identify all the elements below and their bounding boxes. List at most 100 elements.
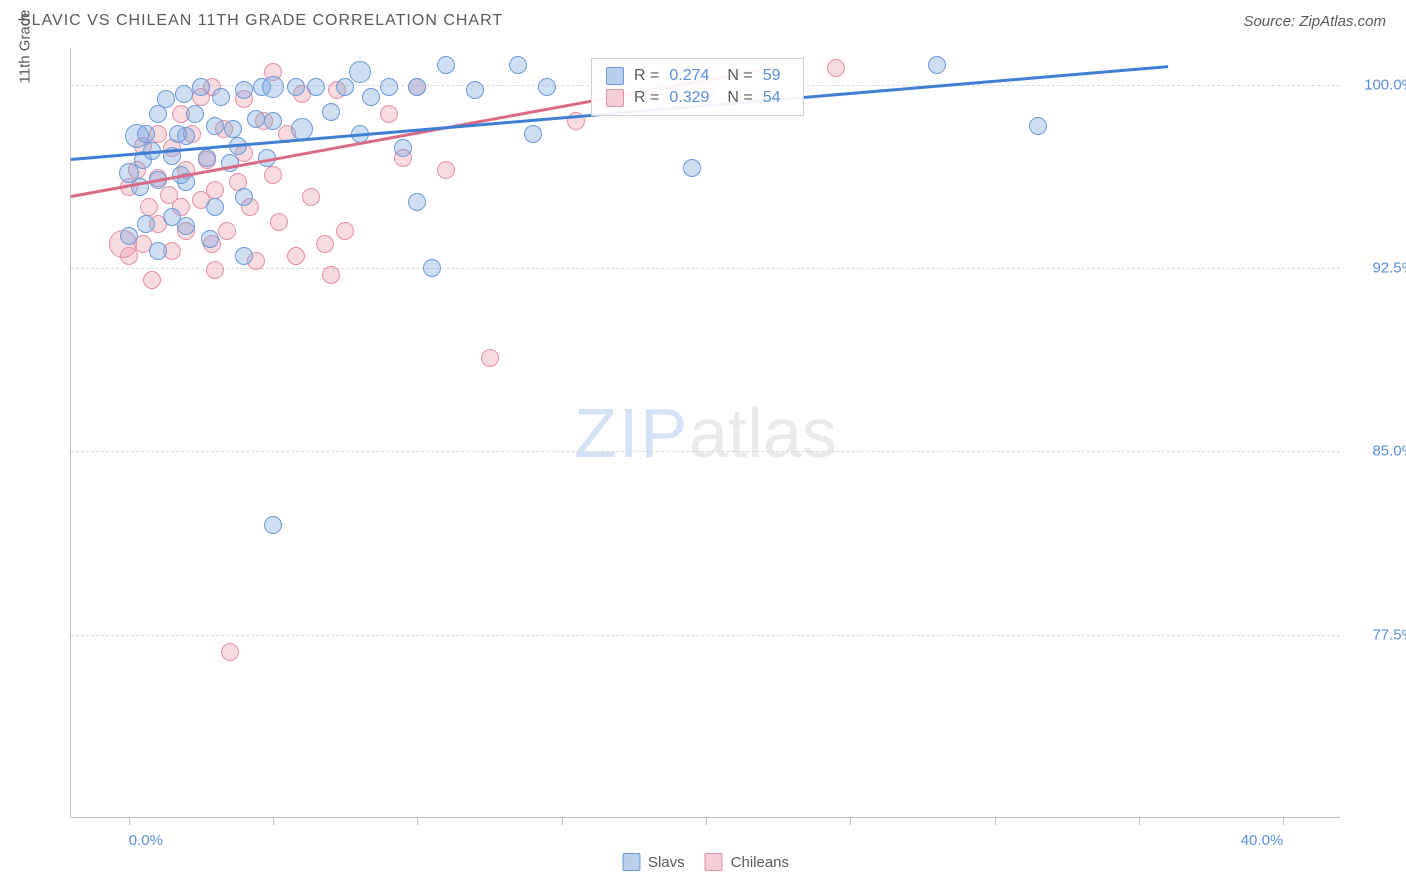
slavs-point [287,78,305,96]
slavs-legend-label: Slavs [648,854,685,871]
slavs-point [201,230,219,248]
slavs-point [186,105,204,123]
chileans-legend-label: Chileans [731,854,789,871]
slavs-point [224,120,242,138]
r-label: R = [634,67,659,85]
y-tick-label: 100.0% [1345,76,1406,93]
watermark-part2: atlas [689,394,837,472]
x-tick [1283,817,1284,825]
watermark-part1: ZIP [574,394,689,472]
y-tick-label: 77.5% [1345,626,1406,643]
chileans-point [270,213,288,231]
r-label: R = [634,89,659,107]
x-tick-label: 40.0% [1241,832,1284,849]
chileans-point [221,643,239,661]
gridline [71,451,1340,452]
chileans-point [302,188,320,206]
slavs-point [157,90,175,108]
slavs-point [928,56,946,74]
slavs-point [408,78,426,96]
chart-title: SLAVIC VS CHILEAN 11TH GRADE CORRELATION… [20,12,503,30]
r-value: 0.274 [669,67,709,85]
chileans-point [316,235,334,253]
chileans-point [336,222,354,240]
x-tick [850,817,851,825]
series-legend: Slavs Chileans [622,853,789,871]
slavs-point [206,117,224,135]
slavs-swatch [606,67,624,85]
slavs-point [362,88,380,106]
source-label: Source: ZipAtlas.com [1243,13,1386,30]
slavs-point [538,78,556,96]
slavs-point [235,247,253,265]
n-label: N = [727,89,752,107]
slavs-point [394,139,412,157]
x-tick [273,817,274,825]
chileans-point [287,247,305,265]
slavs-point [247,110,265,128]
n-value: 54 [763,89,781,107]
slavs-point [192,78,210,96]
slavs-point [120,227,138,245]
n-value: 59 [763,67,781,85]
y-tick-label: 92.5% [1345,260,1406,277]
x-tick [706,817,707,825]
slavs-point [175,85,193,103]
slavs-point [262,76,284,98]
slavs-point [264,112,282,130]
gridline [71,268,1340,269]
n-label: N = [727,67,752,85]
slavs-point [206,198,224,216]
slavs-legend-swatch [622,853,640,871]
slavs-point [408,193,426,211]
r-value: 0.329 [669,89,709,107]
chileans-point [437,161,455,179]
slavs-point [1029,117,1047,135]
slavs-point [509,56,527,74]
slavs-point [437,56,455,74]
stats-row-slavs: R = 0.274 N = 59 [606,65,789,87]
chileans-point [206,181,224,199]
slavs-point [291,118,313,140]
slavs-point [177,217,195,235]
slavs-point [307,78,325,96]
y-axis-label: 11th Grade [17,10,34,84]
x-tick [1139,817,1140,825]
y-tick-label: 85.0% [1345,443,1406,460]
slavs-point [322,103,340,121]
x-tick [129,817,130,825]
watermark: ZIPatlas [574,393,837,473]
gridline [71,635,1340,636]
chileans-legend-swatch [705,853,723,871]
slavs-point [235,81,253,99]
slavs-point [177,127,195,145]
chileans-point [143,271,161,289]
chileans-point [481,349,499,367]
slavs-point [198,149,216,167]
slavs-point [212,88,230,106]
slavs-point [466,81,484,99]
x-tick-label: 0.0% [129,832,163,849]
chileans-swatch [606,89,624,107]
stats-box: R = 0.274 N = 59 R = 0.329 N = 54 [591,58,804,116]
chileans-point [380,105,398,123]
legend-item-slavs: Slavs [622,853,685,871]
chileans-point [206,261,224,279]
slavs-point [683,159,701,177]
chileans-point [120,247,138,265]
slavs-point [137,215,155,233]
slavs-point [264,516,282,534]
stats-row-chileans: R = 0.329 N = 54 [606,87,789,109]
x-tick [995,817,996,825]
slavs-point [423,259,441,277]
slavs-point [149,242,167,260]
slavs-point [235,188,253,206]
chileans-point [827,59,845,77]
slavs-point [380,78,398,96]
chileans-point [140,198,158,216]
chart-header: SLAVIC VS CHILEAN 11TH GRADE CORRELATION… [0,0,1406,38]
slavs-point [349,61,371,83]
legend-item-chileans: Chileans [705,853,789,871]
chileans-point [218,222,236,240]
x-tick [417,817,418,825]
